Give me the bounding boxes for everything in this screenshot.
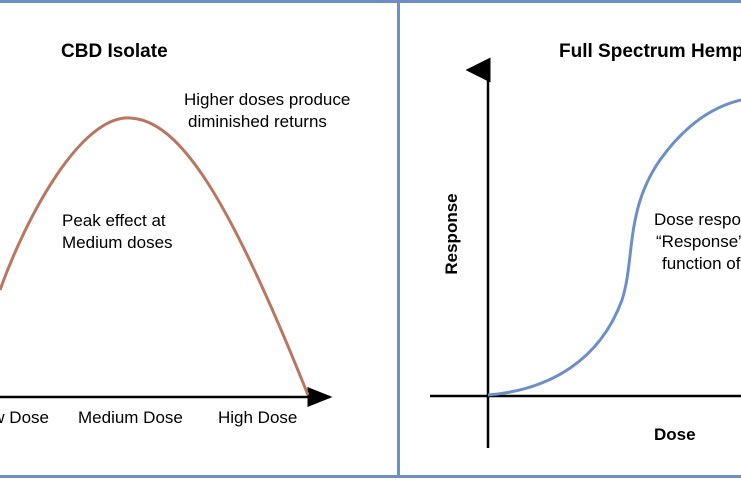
note-line: Peak effect at xyxy=(62,211,166,230)
left-panel-title: CBD Isolate xyxy=(61,41,168,62)
right-panel: Full Spectrum Hemp Extract Response Dose… xyxy=(400,0,741,486)
note-line: function of dose xyxy=(662,254,741,273)
peak-effect-note: Peak effect at Medium doses xyxy=(62,210,173,254)
note-line: Dose response is xyxy=(654,210,741,229)
right-chart xyxy=(430,57,741,448)
note-line: Higher doses produce xyxy=(184,90,351,109)
left-chart xyxy=(0,116,333,407)
note-line: “Response” is a xyxy=(656,232,741,251)
note-line: diminished returns xyxy=(188,112,327,131)
note-line: Medium doses xyxy=(62,233,173,252)
top-border xyxy=(0,0,741,3)
bell-curve xyxy=(0,116,310,396)
right-panel-title: Full Spectrum Hemp Extract xyxy=(559,41,741,62)
diminished-returns-note: Higher doses produce diminished returns xyxy=(184,89,350,133)
y-axis-label: Response xyxy=(442,193,461,275)
bottom-border xyxy=(0,475,741,478)
dose-response-note: Dose response is “Response” is a functio… xyxy=(654,209,741,275)
sigmoid-curve xyxy=(487,98,741,397)
x-tick-high-dose: High Dose xyxy=(218,408,298,427)
x-axis-label: Dose xyxy=(654,425,696,444)
x-tick-medium-dose: Medium Dose xyxy=(78,408,183,427)
x-tick-low-dose: Low Dose xyxy=(0,408,49,427)
panel-divider xyxy=(397,0,400,478)
left-panel: CBD Isolate Higher doses produce diminis… xyxy=(0,41,350,427)
